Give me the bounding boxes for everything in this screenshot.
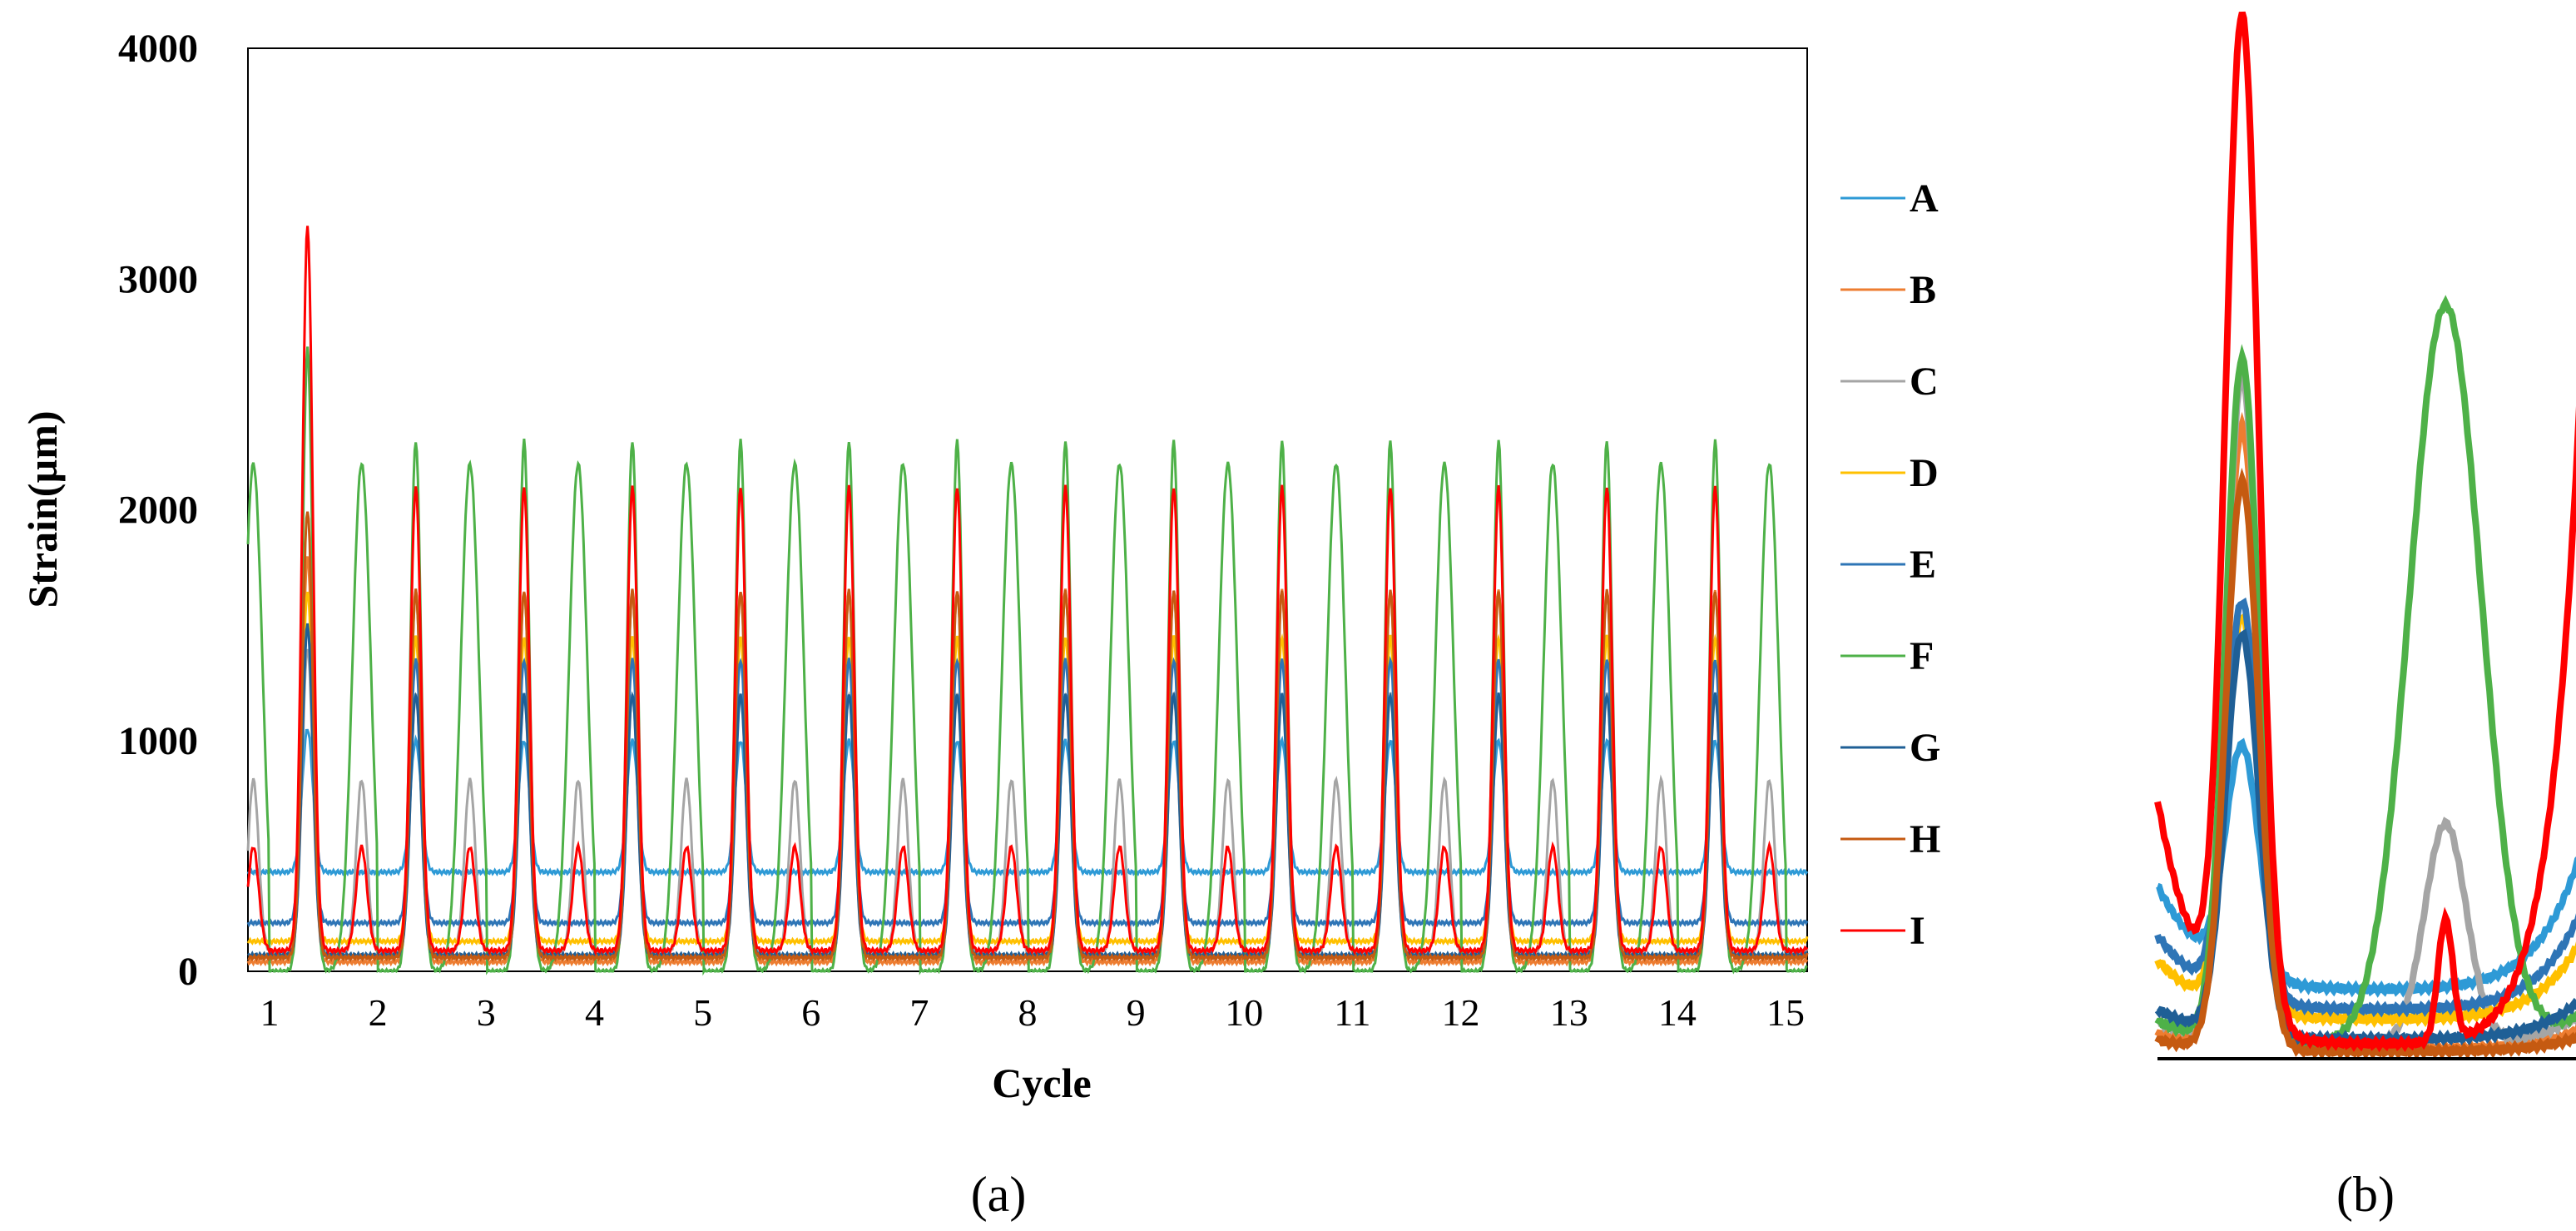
y-tick-label: 0	[178, 950, 198, 994]
panel-label-a: (a)	[971, 1167, 1027, 1222]
x-tick-label: 12	[1442, 991, 1480, 1034]
series-b-line-f	[2154, 295, 2576, 1051]
x-tick-label: 4	[585, 991, 604, 1034]
legend-label: G	[1910, 726, 1940, 770]
series-line-h	[247, 511, 1809, 962]
x-axis-title: Cycle	[992, 1060, 1091, 1106]
x-tick-label: 14	[1658, 991, 1697, 1034]
x-tick-label: 10	[1225, 991, 1263, 1034]
series-line-f	[246, 346, 1808, 976]
series-lines-a	[246, 226, 1809, 976]
legend-label: C	[1910, 360, 1939, 404]
x-tick-labels: 1 2 3 4 5 6 7 8 9 10 11 12 13 14 15	[260, 991, 1805, 1034]
legend-label: F	[1910, 634, 1934, 678]
x-tick-label: 15	[1766, 991, 1805, 1034]
x-tick-label: 1	[260, 991, 280, 1034]
series-line-i	[246, 226, 1809, 956]
x-tick-label: 2	[369, 991, 388, 1034]
y-tick-label: 3000	[118, 257, 198, 301]
legend-label: D	[1910, 451, 1939, 495]
x-tick-label: 7	[909, 991, 929, 1034]
series-lines-b	[2154, 11, 2576, 1060]
legend-label: B	[1910, 268, 1936, 312]
y-tick-label: 4000	[118, 27, 198, 71]
y-axis-title: Strain(µm)	[19, 410, 66, 608]
x-tick-label: 11	[1334, 991, 1370, 1034]
y-tick-label: 1000	[118, 719, 198, 763]
series-b-line-a	[2156, 737, 2576, 998]
x-tick-label: 6	[801, 991, 820, 1034]
series-b-line-i	[2154, 11, 2576, 1053]
legend-label: E	[1910, 543, 1936, 587]
x-tick-label: 5	[693, 991, 712, 1034]
x-tick-label: 13	[1550, 991, 1588, 1034]
y-tick-labels: 0 1000 2000 3000 4000	[118, 27, 198, 994]
legend-label: I	[1910, 909, 1925, 953]
y-tick-label: 2000	[118, 489, 198, 533]
x-tick-label: 3	[477, 991, 496, 1034]
legend-label: A	[1910, 176, 1939, 221]
legend-label: H	[1910, 817, 1940, 861]
x-tick-label: 9	[1127, 991, 1146, 1034]
legend: A B C D E F G H I	[1840, 176, 1940, 953]
panel-label-b: (b)	[2336, 1167, 2395, 1222]
x-tick-label: 8	[1018, 991, 1038, 1034]
plot-a-frame	[247, 47, 1808, 972]
